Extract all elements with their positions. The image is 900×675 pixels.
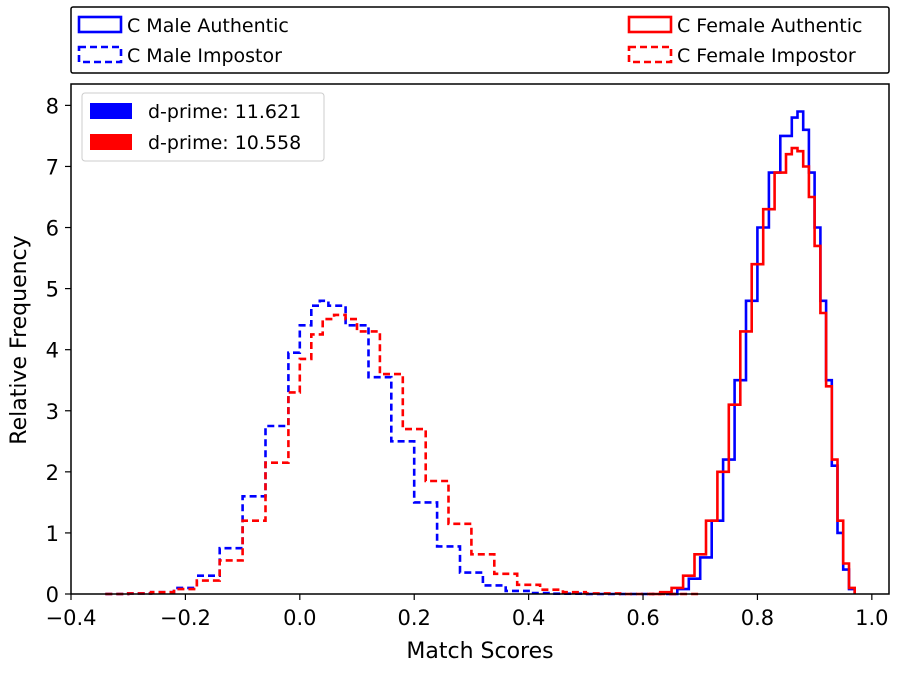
plot-area: −0.4 −0.2 0.0 0.2 0.4 0.6 0.8 1.0 0 1 2 3 4 5 6 7 8 — [46, 83, 890, 630]
top-legend-label: C Male Authentic — [127, 15, 289, 37]
inner-legend-swatch — [90, 134, 132, 150]
x-tick-label: 0.0 — [283, 606, 316, 630]
x-tick-label: 0.8 — [741, 606, 774, 630]
y-axis-label: Relative Frequency — [7, 235, 32, 444]
x-tick-label: 0.4 — [512, 606, 545, 630]
x-tick-label: −0.4 — [46, 606, 97, 630]
series-layer — [105, 110, 856, 596]
x-axis-label: Match Scores — [406, 639, 553, 664]
y-tick-label: 6 — [46, 217, 59, 241]
y-tick-label: 3 — [46, 400, 59, 424]
y-tick-label: 4 — [46, 339, 59, 363]
top-legend-handle — [77, 15, 123, 34]
x-tick-label: −0.2 — [160, 606, 211, 630]
inner-legend: d-prime: 11.621 d-prime: 10.558 — [81, 92, 325, 162]
y-tick-label: 7 — [46, 155, 59, 179]
inner-legend-label: d-prime: 11.621 — [148, 101, 301, 123]
y-tick-label: 1 — [46, 522, 59, 546]
x-axis: −0.4 −0.2 0.0 0.2 0.4 0.6 0.8 1.0 — [46, 594, 889, 630]
y-tick-label: 0 — [46, 583, 59, 607]
x-tick-label: 0.2 — [398, 606, 431, 630]
top-legend-frame — [70, 6, 890, 74]
top-legend-handle — [627, 15, 673, 34]
y-axis: 0 1 2 3 4 5 6 7 8 — [46, 94, 71, 607]
series-line-c-female-authentic — [648, 146, 856, 596]
top-legend: C Male Authentic C Male Impostor C Female … — [70, 6, 890, 74]
y-tick-label: 8 — [46, 94, 59, 118]
plot-frame — [70, 83, 890, 595]
series-line-c-male-authentic — [665, 110, 856, 596]
top-legend-label: C Female Authentic — [677, 15, 862, 37]
top-legend-label: C Female Impostor — [677, 45, 856, 67]
top-legend-handle — [627, 45, 673, 64]
inner-legend-swatch — [90, 103, 132, 119]
x-tick-label: 0.6 — [626, 606, 659, 630]
inner-legend-label: d-prime: 10.558 — [148, 132, 301, 154]
x-tick-label: 1.0 — [855, 606, 888, 630]
y-tick-label: 5 — [46, 278, 59, 302]
y-tick-label: 2 — [46, 461, 59, 485]
series-line-c-male-impostor — [105, 299, 655, 596]
series-line-c-female-impostor — [105, 313, 701, 596]
top-legend-label: C Male Impostor — [127, 45, 282, 67]
top-legend-handle — [77, 45, 123, 64]
inner-legend-frame — [81, 92, 325, 162]
